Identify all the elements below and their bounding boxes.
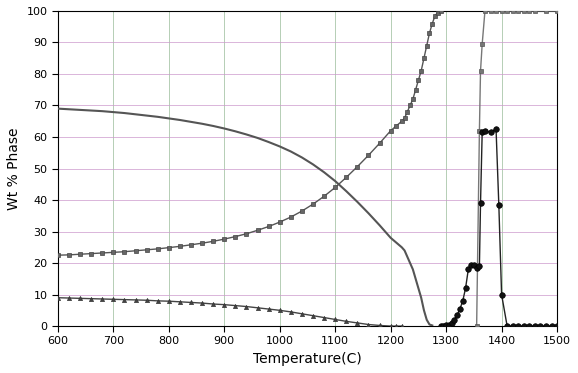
X-axis label: Temperature(C): Temperature(C) <box>253 352 362 366</box>
Y-axis label: Wt % Phase: Wt % Phase <box>7 127 21 210</box>
